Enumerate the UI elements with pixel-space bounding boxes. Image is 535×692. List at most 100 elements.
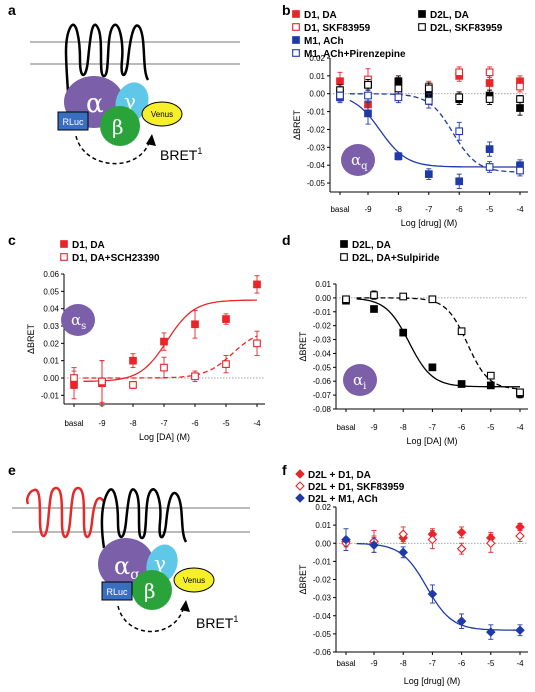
data-point bbox=[364, 109, 372, 118]
x-tick-label: -8 bbox=[400, 659, 408, 668]
data-point bbox=[364, 91, 372, 100]
data-point bbox=[399, 328, 408, 337]
y-tick-label: -0.01 bbox=[313, 557, 332, 566]
data-point bbox=[428, 363, 437, 372]
x-tick-label: basal bbox=[336, 423, 355, 432]
y-axis-label: ΔBRET bbox=[292, 109, 302, 140]
data-point bbox=[516, 166, 524, 175]
data-point bbox=[515, 625, 525, 636]
rluc-icon bbox=[57, 111, 89, 131]
data-point bbox=[394, 152, 403, 161]
y-tick-label: 0.01 bbox=[43, 357, 59, 366]
y-tick-label: -0.02 bbox=[307, 125, 326, 134]
y-tick-label: -0.04 bbox=[313, 612, 332, 621]
bret-arrowhead-icon bbox=[180, 600, 190, 612]
panel-letter-e: e bbox=[8, 462, 16, 478]
y-tick-label: 0.00 bbox=[315, 294, 331, 303]
y-tick-label: -0.06 bbox=[313, 648, 332, 657]
data-point bbox=[485, 79, 494, 87]
data-point bbox=[485, 145, 494, 153]
legend-label: D2L, DA+Sulpiride bbox=[352, 253, 440, 264]
data-point bbox=[455, 68, 464, 77]
gamma-label: γ bbox=[124, 89, 136, 113]
series-1 bbox=[70, 330, 261, 403]
x-axis-label: Log [drug] (M) bbox=[401, 218, 458, 228]
data-point bbox=[370, 291, 378, 299]
y-tick-label: -0.02 bbox=[313, 576, 332, 585]
data-point bbox=[485, 163, 494, 171]
beta-label: β bbox=[112, 115, 124, 139]
y-tick-label: -0.03 bbox=[313, 336, 332, 345]
receptor-red-7tm-icon bbox=[26, 486, 106, 539]
data-point bbox=[424, 84, 433, 93]
data-point bbox=[486, 627, 496, 637]
fit-curve bbox=[356, 542, 520, 631]
y-tick-label: 0.02 bbox=[309, 54, 325, 63]
x-tick-label: -9 bbox=[370, 659, 378, 668]
data-point bbox=[516, 388, 524, 397]
rluc-label: RLuc bbox=[106, 587, 128, 597]
g-protein-badge-label: αi bbox=[353, 371, 366, 392]
gamma-label: γ bbox=[154, 551, 166, 575]
g-protein-badge-label: αs bbox=[71, 311, 86, 332]
data-point bbox=[160, 363, 168, 372]
rluc-icon bbox=[101, 581, 133, 601]
data-point bbox=[98, 377, 106, 386]
legend-marker bbox=[295, 469, 305, 479]
x-tick-label: -8 bbox=[129, 419, 137, 428]
data-point bbox=[398, 529, 408, 539]
g-protein-badge-icon bbox=[61, 304, 95, 336]
data-point bbox=[369, 540, 379, 550]
legend-label: D2L, DA bbox=[352, 240, 391, 251]
legend-label: D2L, SKF83959 bbox=[430, 23, 503, 34]
venus-label: Venus bbox=[183, 576, 205, 585]
legend-marker bbox=[292, 36, 300, 44]
data-point bbox=[485, 68, 494, 77]
y-tick-label: -0.08 bbox=[313, 405, 332, 414]
data-point bbox=[370, 305, 378, 313]
data-point bbox=[222, 360, 230, 368]
series-1 bbox=[342, 290, 524, 397]
data-point bbox=[457, 380, 466, 388]
legend-marker bbox=[60, 253, 68, 261]
y-tick-label: -0.07 bbox=[313, 391, 332, 400]
fit-curve bbox=[349, 93, 520, 173]
legend-label: D2L + D1, SKF83959 bbox=[308, 482, 405, 493]
y-tick-label: -0.05 bbox=[307, 179, 326, 188]
receptor-black-7tm-icon bbox=[100, 488, 188, 549]
y-tick-label: 0.01 bbox=[315, 280, 331, 289]
data-point bbox=[424, 170, 433, 178]
x-tick-label: -6 bbox=[458, 659, 466, 668]
legend-marker bbox=[340, 253, 348, 261]
x-tick-label: -5 bbox=[487, 659, 495, 668]
x-axis-label: Log [DA] (M) bbox=[139, 432, 190, 442]
data-point bbox=[455, 127, 464, 136]
legend-label: D1, DA+SCH23390 bbox=[72, 253, 160, 264]
x-tick-label: basal bbox=[64, 419, 83, 428]
y-tick-label: 0.00 bbox=[309, 90, 325, 99]
x-tick-label: -5 bbox=[486, 205, 494, 214]
alpha-q-label: αq bbox=[114, 552, 139, 583]
data-point bbox=[456, 527, 467, 538]
y-tick-label: 0.01 bbox=[309, 72, 325, 81]
data-point bbox=[253, 339, 261, 348]
data-point bbox=[455, 93, 464, 102]
series-5 bbox=[336, 89, 524, 177]
legend-label: D2L + M1, ACh bbox=[308, 494, 378, 505]
x-tick-label: basal bbox=[336, 659, 355, 668]
data-point bbox=[428, 295, 437, 304]
g-protein-badge-icon bbox=[343, 364, 377, 396]
y-tick-label: -0.04 bbox=[313, 349, 332, 358]
x-tick-label: basal bbox=[330, 205, 349, 214]
x-tick-label: -6 bbox=[191, 419, 199, 428]
data-point bbox=[515, 522, 525, 532]
y-tick-label: -0.01 bbox=[307, 108, 326, 117]
bret-arrowhead-icon bbox=[146, 134, 156, 146]
y-tick-label: 0.04 bbox=[43, 305, 59, 314]
legend-marker bbox=[418, 23, 426, 31]
legend-marker bbox=[418, 10, 426, 18]
panel-letter-c: c bbox=[8, 232, 16, 248]
data-point bbox=[486, 538, 496, 549]
